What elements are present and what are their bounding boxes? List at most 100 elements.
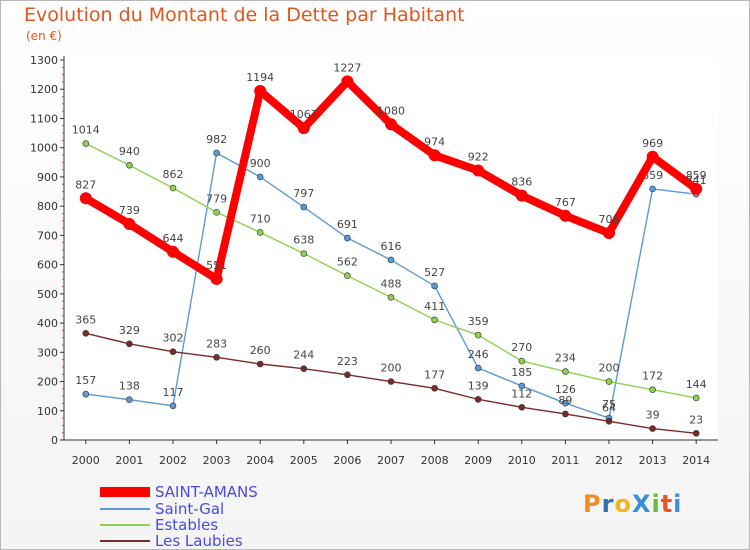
y-tick-label: 1300 bbox=[30, 54, 58, 67]
data-label: 859 bbox=[686, 169, 707, 182]
x-tick-label: 2004 bbox=[246, 454, 274, 467]
data-point bbox=[387, 378, 395, 385]
legend-swatch bbox=[100, 508, 150, 510]
data-label: 1194 bbox=[246, 71, 274, 84]
data-point bbox=[82, 140, 90, 147]
y-tick-label: 200 bbox=[37, 376, 58, 389]
data-point bbox=[79, 192, 92, 205]
data-label: 527 bbox=[424, 266, 445, 279]
data-label: 75 bbox=[602, 398, 616, 411]
x-tick-label: 2005 bbox=[290, 454, 318, 467]
legend-label: Estables bbox=[155, 516, 219, 534]
data-point bbox=[126, 340, 133, 348]
data-point bbox=[210, 272, 223, 285]
data-label: 200 bbox=[381, 362, 402, 375]
data-label: 283 bbox=[206, 337, 227, 350]
data-label: 1080 bbox=[377, 104, 405, 117]
data-label: 797 bbox=[293, 187, 314, 200]
data-point bbox=[82, 330, 90, 337]
data-point bbox=[692, 429, 700, 437]
data-point bbox=[649, 386, 656, 394]
data-label: 234 bbox=[555, 352, 576, 365]
data-point bbox=[169, 348, 177, 356]
data-label: 246 bbox=[468, 348, 489, 361]
data-label: 739 bbox=[119, 204, 140, 217]
data-point bbox=[385, 118, 397, 131]
data-point bbox=[646, 150, 659, 163]
data-point bbox=[690, 182, 703, 195]
line-chart: 0 100 200 300 400 500 600 700 800 900 1000 1100 1200… bbox=[30, 54, 718, 467]
data-point bbox=[692, 394, 700, 402]
data-point bbox=[605, 417, 613, 425]
x-tick-label: 2008 bbox=[421, 454, 449, 467]
y-tick-label: 100 bbox=[37, 405, 58, 418]
data-label: 982 bbox=[206, 133, 227, 146]
x-tick-label: 2013 bbox=[639, 454, 667, 467]
brand-letter: i bbox=[651, 490, 661, 518]
data-point bbox=[474, 396, 482, 403]
data-point bbox=[559, 209, 572, 222]
data-label: 827 bbox=[75, 178, 96, 191]
data-label: 157 bbox=[75, 374, 96, 387]
brand-letter: t bbox=[660, 490, 674, 518]
y-tick-label: 1200 bbox=[30, 83, 58, 96]
data-label: 940 bbox=[119, 145, 140, 158]
data-point bbox=[518, 403, 526, 411]
x-tick-label: 2009 bbox=[464, 454, 492, 467]
x-tick-label: 2011 bbox=[551, 454, 579, 467]
data-label: 710 bbox=[250, 212, 271, 225]
data-label: 270 bbox=[511, 341, 532, 354]
legend-label: Les Laubies bbox=[155, 532, 243, 550]
data-point bbox=[472, 164, 485, 177]
x-tick-label: 2010 bbox=[508, 454, 536, 467]
brand-logo: ProXiti bbox=[583, 490, 682, 518]
y-tick-label: 1100 bbox=[30, 112, 58, 125]
data-point bbox=[254, 84, 267, 97]
data-point bbox=[213, 353, 220, 361]
brand-letter: P bbox=[583, 490, 602, 518]
data-label: 488 bbox=[381, 277, 402, 290]
data-label: 836 bbox=[511, 176, 532, 189]
series-les-laubies: 365 329 302 283 260 244 223 200 177 139 112 89 64 39 2… bbox=[75, 313, 703, 437]
data-label: 117 bbox=[163, 386, 184, 399]
data-point bbox=[213, 208, 220, 216]
data-label: 900 bbox=[250, 157, 271, 170]
data-label: 862 bbox=[163, 168, 184, 181]
data-label: 172 bbox=[642, 370, 663, 383]
data-point bbox=[300, 365, 308, 372]
data-label: 365 bbox=[75, 313, 96, 326]
data-point bbox=[256, 360, 264, 368]
data-label: 1227 bbox=[333, 61, 361, 74]
data-point bbox=[344, 272, 351, 280]
legend-label: SAINT-AMANS bbox=[155, 483, 258, 501]
data-point bbox=[341, 75, 354, 88]
series-estables: 1014 940 862 779 710 638 562 488 411 359 270 234 200… bbox=[72, 124, 707, 402]
data-label: 691 bbox=[337, 218, 358, 231]
x-tick-label: 2000 bbox=[72, 454, 100, 467]
legend-label: Saint-Gal bbox=[155, 500, 225, 518]
x-tick-label: 2003 bbox=[203, 454, 231, 467]
data-point bbox=[474, 364, 482, 372]
data-point bbox=[649, 185, 656, 193]
data-point bbox=[169, 402, 177, 410]
data-label: 200 bbox=[599, 362, 620, 375]
data-label: 329 bbox=[119, 324, 140, 337]
data-point bbox=[562, 410, 569, 418]
data-label: 1067 bbox=[290, 108, 318, 121]
data-label: 39 bbox=[646, 409, 660, 422]
brand-letter: i bbox=[673, 490, 683, 518]
x-tick-label: 2001 bbox=[115, 454, 143, 467]
data-point bbox=[297, 122, 310, 135]
data-label: 767 bbox=[555, 196, 576, 209]
data-point bbox=[474, 331, 482, 339]
legend-swatch bbox=[100, 524, 150, 526]
data-label: 139 bbox=[468, 379, 489, 392]
data-point bbox=[603, 227, 615, 240]
data-point bbox=[431, 384, 438, 392]
data-label: 638 bbox=[293, 234, 314, 247]
data-point bbox=[126, 396, 133, 403]
series-saint-amans: 827 739 644 551 1194 1067 1227 1080 974 922 836 767… bbox=[75, 61, 707, 285]
data-label: 779 bbox=[206, 192, 227, 205]
data-point bbox=[256, 173, 264, 181]
y-tick-label: 300 bbox=[37, 346, 58, 359]
